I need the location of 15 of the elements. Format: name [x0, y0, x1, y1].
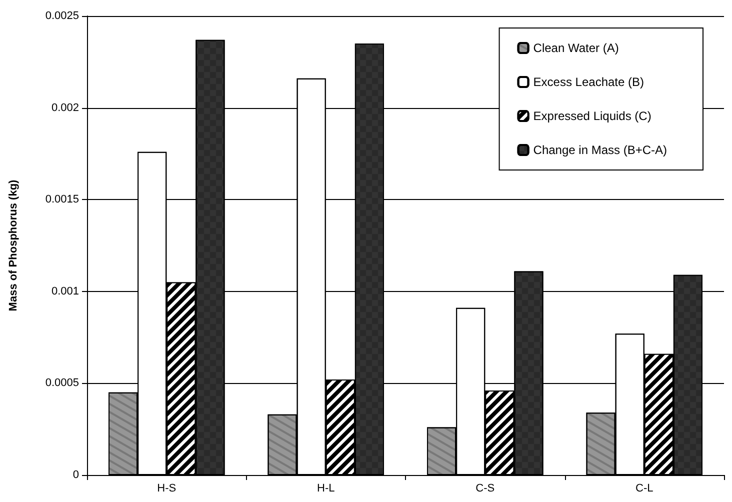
legend-label: Change in Mass (B+C-A) — [533, 143, 668, 157]
x-tick-label: H-L — [317, 482, 335, 494]
x-tick-label: H-S — [157, 482, 176, 494]
y-tick-label: 0.0005 — [45, 377, 79, 390]
y-tick-label: 0 — [72, 469, 79, 481]
x-tick-label: C-S — [476, 482, 495, 494]
y-tick-label: 0.002 — [51, 102, 79, 114]
legend-label: Expressed Liquids (C) — [533, 109, 652, 123]
legend-label: Excess Leachate (B) — [533, 75, 644, 89]
y-tick-label: 0.001 — [51, 285, 79, 298]
y-tick-label: 0.0025 — [45, 10, 79, 22]
x-tick-label: C-L — [636, 482, 654, 494]
legend-label: Clean Water (A) — [533, 41, 619, 55]
y-tick-label: 0.0015 — [45, 194, 79, 206]
y-axis-title: Mass of Phosphorus (kg) — [8, 179, 20, 312]
